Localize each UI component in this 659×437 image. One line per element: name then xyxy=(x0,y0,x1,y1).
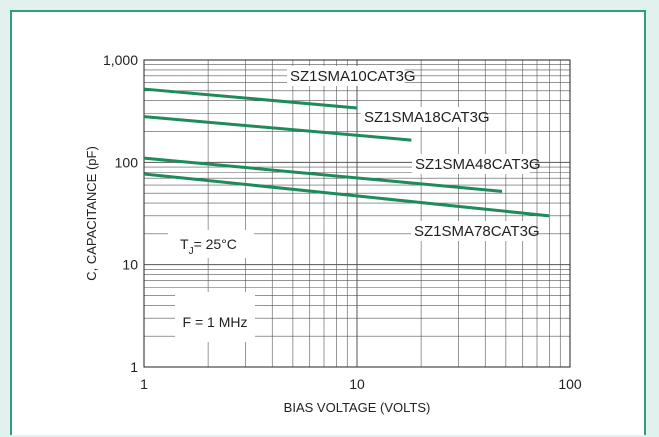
frequency-annotation: F = 1 MHz xyxy=(175,292,255,342)
x-tick-label: 1 xyxy=(140,376,148,392)
series-label-4: SZ1SMA78CAT3G xyxy=(414,223,540,240)
x-tick-label: 100 xyxy=(558,376,582,392)
y-tick-label: 10 xyxy=(122,257,138,273)
series-line-3 xyxy=(143,156,503,193)
series-label-bg xyxy=(361,107,479,127)
tick-labels: 1 10 100 1 10 100 1,000 xyxy=(103,52,582,392)
series-label-bg xyxy=(412,154,530,174)
series-line-1 xyxy=(143,87,358,110)
x-tick-label: 10 xyxy=(349,376,365,392)
series-label-bg xyxy=(287,66,405,86)
series-lines xyxy=(143,87,550,218)
series-line-2 xyxy=(143,115,412,142)
series-labels: SZ1SMA10CAT3G SZ1SMA18CAT3G SZ1SMA48CAT3G S… xyxy=(287,66,541,241)
y-axis-label: C, CAPACITANCE (pF) xyxy=(84,146,99,281)
series-label-3: SZ1SMA48CAT3G xyxy=(415,156,541,173)
y-tick-label: 1,000 xyxy=(103,52,138,68)
x-axis-label: BIAS VOLTAGE (VOLTS) xyxy=(284,400,431,415)
y-tick-label: 100 xyxy=(115,154,139,170)
plot-border xyxy=(143,59,571,368)
temperature-value: = 25°C xyxy=(194,236,237,252)
temperature-symbol: T xyxy=(180,236,189,252)
series-line-4 xyxy=(143,172,550,218)
series-label-2: SZ1SMA18CAT3G xyxy=(364,109,490,126)
temperature-annotation: TJ= 25°C xyxy=(168,230,254,258)
series-label-bg xyxy=(411,221,529,241)
y-tick-label: 1 xyxy=(130,359,138,375)
svg-text:TJ= 25°C: TJ= 25°C xyxy=(180,236,237,257)
series-label-1: SZ1SMA10CAT3G xyxy=(290,68,416,85)
temperature-subscript: J xyxy=(189,246,194,257)
frequency-label: F = 1 MHz xyxy=(183,314,248,330)
